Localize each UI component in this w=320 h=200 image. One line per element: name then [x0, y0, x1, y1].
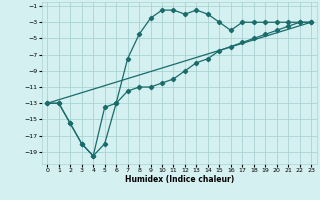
X-axis label: Humidex (Indice chaleur): Humidex (Indice chaleur): [124, 175, 234, 184]
